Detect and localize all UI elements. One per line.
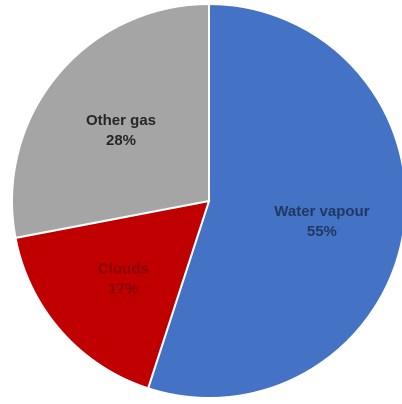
slice-value-label: 55% — [307, 223, 337, 240]
slice-category-label: Water vapour — [274, 203, 369, 220]
slice-label-water-vapour: Water vapour 55% — [274, 203, 369, 240]
slice-category-label: Other gas — [86, 112, 156, 129]
pie-slice-other-gas — [11, 2, 210, 240]
pie-slice-clouds — [14, 199, 211, 390]
slice-label-other-gas: Other gas 28% — [86, 112, 156, 149]
slice-value-label: 17% — [108, 281, 138, 298]
pie-slice-water-vapour — [146, 2, 402, 399]
slice-category-label: Clouds — [98, 261, 149, 278]
slice-label-clouds: Clouds 17% — [98, 261, 149, 298]
slice-value-label: 28% — [106, 132, 136, 149]
